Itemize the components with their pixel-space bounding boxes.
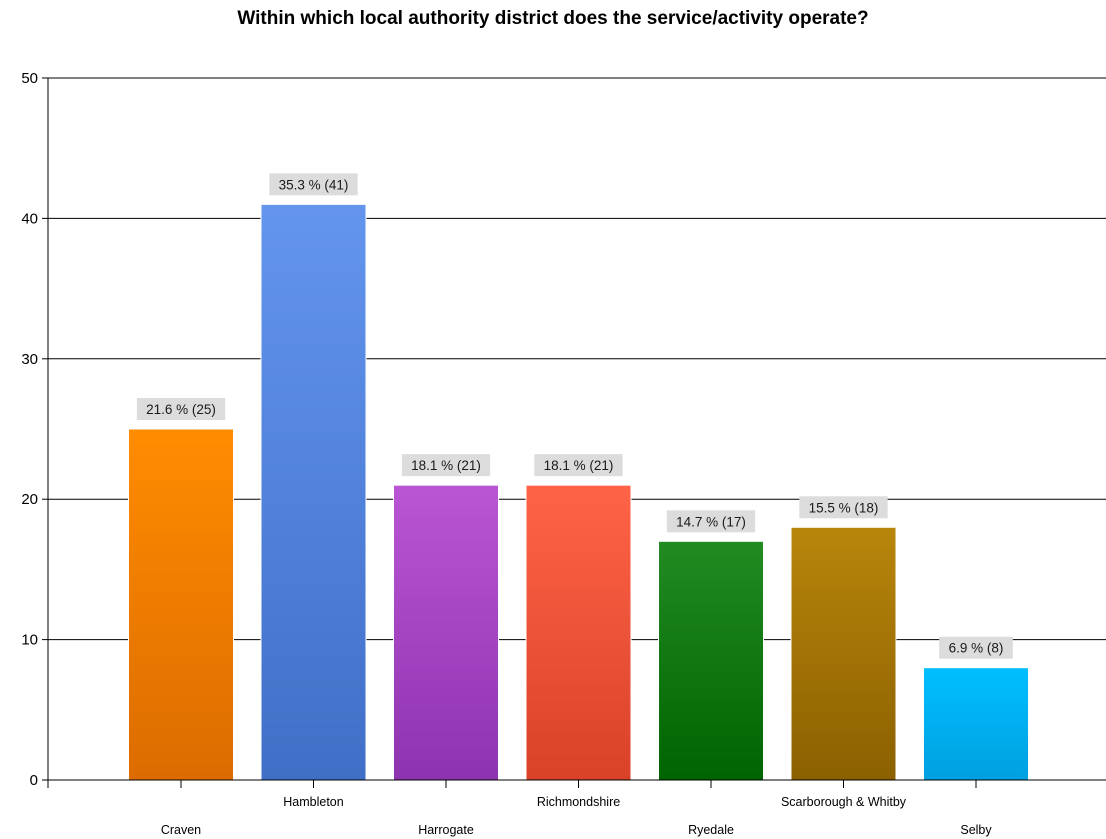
data-label: 21.6 % (25) [146, 402, 216, 417]
x-category-label: Craven [161, 823, 201, 837]
x-categories: Craven Hambleton Harrogate Richmondshire Rye… [161, 780, 992, 837]
data-label-bg [136, 398, 226, 420]
y-tick-label: 20 [21, 491, 38, 508]
bar-scarborough-whitby [790, 526, 897, 781]
data-label-bg [269, 173, 358, 196]
x-category-label: Scarborough & Whitby [781, 795, 907, 809]
data-label-bg [666, 510, 756, 533]
data-labels: 21.6 % (25) 35.3 % (41) 18.1 % (21) 18.1 % … [136, 173, 1013, 659]
x-category-label: Richmondshire [537, 795, 620, 809]
bar-selby [923, 667, 1029, 781]
x-category-label: Harrogate [418, 823, 474, 837]
data-label: 18.1 % (21) [411, 458, 481, 473]
data-label-bg [401, 454, 491, 477]
data-label: 6.9 % (8) [949, 641, 1004, 656]
bar-ryedale [658, 540, 764, 781]
y-tick-label: 10 [21, 632, 38, 649]
data-label-bg [534, 454, 623, 477]
x-category-label: Selby [960, 823, 992, 837]
bar-richmondshire [525, 484, 632, 781]
x-category-label: Ryedale [688, 823, 734, 837]
bar-hambleton [260, 203, 367, 781]
bar-harrogate [393, 484, 499, 781]
bars [128, 203, 1029, 781]
data-label: 15.5 % (18) [809, 500, 879, 515]
data-label: 35.3 % (41) [279, 177, 349, 192]
y-ticks: 0 10 20 30 40 50 [21, 70, 48, 789]
chart-title: Within which local authority district do… [237, 8, 869, 29]
data-label-bg [799, 496, 888, 519]
data-label: 14.7 % (17) [676, 514, 746, 529]
y-tick-label: 40 [21, 210, 38, 227]
y-tick-label: 0 [30, 772, 38, 789]
data-label: 18.1 % (21) [544, 458, 614, 473]
y-tick-label: 30 [21, 351, 38, 368]
y-tick-label: 50 [21, 70, 38, 87]
axes [47, 78, 1106, 788]
x-category-label: Hambleton [283, 795, 343, 809]
data-label-bg [939, 636, 1013, 659]
bar-craven [128, 428, 234, 781]
